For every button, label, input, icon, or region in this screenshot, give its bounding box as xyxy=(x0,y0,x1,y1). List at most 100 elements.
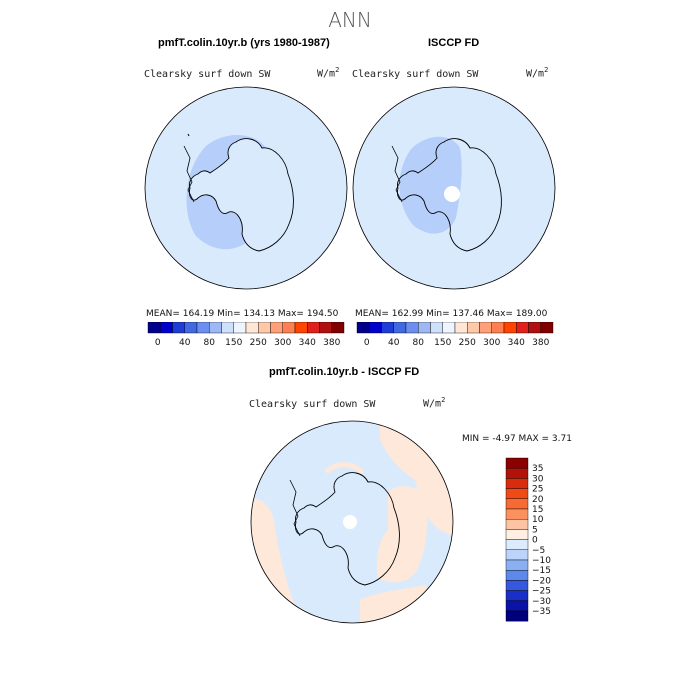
colorbar-swatch xyxy=(467,322,480,334)
diff-polar-map xyxy=(250,420,454,624)
colorbar-swatch xyxy=(209,322,222,334)
colorbar-swatch xyxy=(405,322,419,334)
colorbar-tick-label: 0 xyxy=(532,536,538,546)
colorbar-swatch xyxy=(369,322,382,334)
peninsula-outline xyxy=(183,145,195,203)
colorbar-tick-label: 0 xyxy=(155,338,161,348)
colorbar-tick-label: −20 xyxy=(532,576,551,586)
colorbar-tick-label: 300 xyxy=(274,338,291,348)
colorbar-swatch xyxy=(442,322,456,334)
colorbar-swatch xyxy=(430,322,443,334)
colorbar-swatch xyxy=(516,322,529,334)
antarctica-coastline xyxy=(295,472,400,586)
colorbar-swatch xyxy=(454,322,468,334)
colorbar-swatch xyxy=(505,529,529,540)
colorbar-swatch xyxy=(505,559,529,571)
colorbar-tick-label: 80 xyxy=(204,338,216,348)
colorbar-swatch xyxy=(505,580,529,591)
colorbar-swatch xyxy=(505,498,529,510)
colorbar-swatch xyxy=(294,322,308,334)
colorbar-swatch xyxy=(307,322,320,334)
colorbar-swatch xyxy=(505,569,529,581)
colorbar-swatch xyxy=(505,539,529,550)
positive-diff-band-north xyxy=(324,462,365,476)
model-variable-label: Clearsky surf down SW xyxy=(144,69,271,80)
colorbar-tick-label: 150 xyxy=(225,338,242,348)
model-polar-map xyxy=(144,86,348,290)
colorbar-tick-label: 250 xyxy=(459,338,476,348)
colorbar-tick-label: 40 xyxy=(388,338,400,348)
map-border xyxy=(352,86,556,290)
colorbar-tick-label: −10 xyxy=(532,556,551,566)
colorbar-tick-label: 380 xyxy=(532,338,549,348)
colorbar-tick-label: 40 xyxy=(179,338,191,348)
obs-colorbar: 0 40 80 150 250 300 340 380 xyxy=(356,322,554,348)
colorbar-swatch xyxy=(147,322,161,334)
obs-stats: MEAN= 162.99 Min= 137.46 Max= 189.00 xyxy=(355,309,548,319)
colorbar-swatch xyxy=(184,322,198,334)
colorbar-swatch xyxy=(528,322,541,334)
colorbar-tick-label: 25 xyxy=(532,485,543,495)
colorbar-swatch xyxy=(505,549,529,561)
obs-panel-title: ISCCP FD xyxy=(428,37,480,49)
diff-panel-title: pmfT.colin.10yr.b - ISCCP FD xyxy=(269,366,420,378)
colorbar-swatch xyxy=(505,467,529,479)
colorbar-swatch xyxy=(505,508,529,520)
positive-diff-region-east xyxy=(376,486,428,583)
colorbar-tick-label: −15 xyxy=(532,566,551,576)
colorbar-tick-label: 300 xyxy=(483,338,500,348)
antarctic-band xyxy=(399,136,462,234)
colorbar-swatch xyxy=(491,322,505,334)
colorbar-swatch xyxy=(505,488,529,499)
colorbar-swatch xyxy=(221,322,234,334)
colorbar-swatch xyxy=(418,322,431,334)
map-border xyxy=(250,420,454,624)
colorbar-swatch xyxy=(319,322,332,334)
colorbar-swatch xyxy=(505,519,529,530)
colorbar-tick-label: −5 xyxy=(532,546,545,556)
island-mark xyxy=(187,133,190,137)
colorbar-tick-label: 250 xyxy=(250,338,267,348)
colorbar-tick-label: 0 xyxy=(364,338,370,348)
colorbar-swatch xyxy=(505,610,529,622)
obs-variable-label: Clearsky surf down SW xyxy=(352,69,479,80)
colorbar-swatch xyxy=(505,590,529,602)
colorbar-tick-label: 5 xyxy=(532,525,538,535)
colorbar-swatch xyxy=(233,322,247,334)
antarctica-coastline xyxy=(189,138,294,252)
colorbar-tick-label: 380 xyxy=(323,338,340,348)
colorbar-tick-label: 35 xyxy=(532,464,543,474)
colorbar-swatch xyxy=(393,322,407,334)
colorbar-swatch xyxy=(505,600,529,612)
diff-units-label: W/m2 xyxy=(423,396,446,410)
colorbar-swatch xyxy=(282,322,296,334)
colorbar-swatch xyxy=(160,322,173,334)
colorbar-swatch xyxy=(258,322,271,334)
antarctica-coastline xyxy=(397,138,502,252)
colorbar-tick-label: 80 xyxy=(413,338,425,348)
obs-units-label: W/m2 xyxy=(526,66,549,80)
colorbar-swatch xyxy=(479,322,492,334)
colorbar-swatch xyxy=(540,322,554,334)
colorbar-swatch xyxy=(505,457,529,469)
colorbar-swatch xyxy=(331,322,345,334)
figure-title: ANN xyxy=(328,8,372,32)
colorbar-tick-label: 10 xyxy=(532,515,544,525)
colorbar-tick-label: −35 xyxy=(532,607,551,617)
diff-min-max: MIN = -4.97 MAX = 3.71 xyxy=(462,434,572,444)
colorbar-swatch xyxy=(505,478,529,489)
colorbar-tick-label: 340 xyxy=(299,338,316,348)
colorbar-swatch xyxy=(270,322,283,334)
colorbar-swatch xyxy=(245,322,259,334)
colorbar-swatch xyxy=(503,322,517,334)
model-panel-title: pmfT.colin.10yr.b (yrs 1980-1987) xyxy=(158,37,330,49)
obs-polar-map xyxy=(352,86,556,290)
colorbar-tick-label: 15 xyxy=(532,505,543,515)
colorbar-swatch xyxy=(172,322,185,334)
colorbar-tick-label: −30 xyxy=(532,597,551,607)
model-colorbar: 0 40 80 150 250 300 340 380 xyxy=(147,322,345,348)
missing-data-hole xyxy=(343,515,357,529)
colorbar-tick-label: 30 xyxy=(532,474,544,484)
colorbar-swatch xyxy=(356,322,370,334)
